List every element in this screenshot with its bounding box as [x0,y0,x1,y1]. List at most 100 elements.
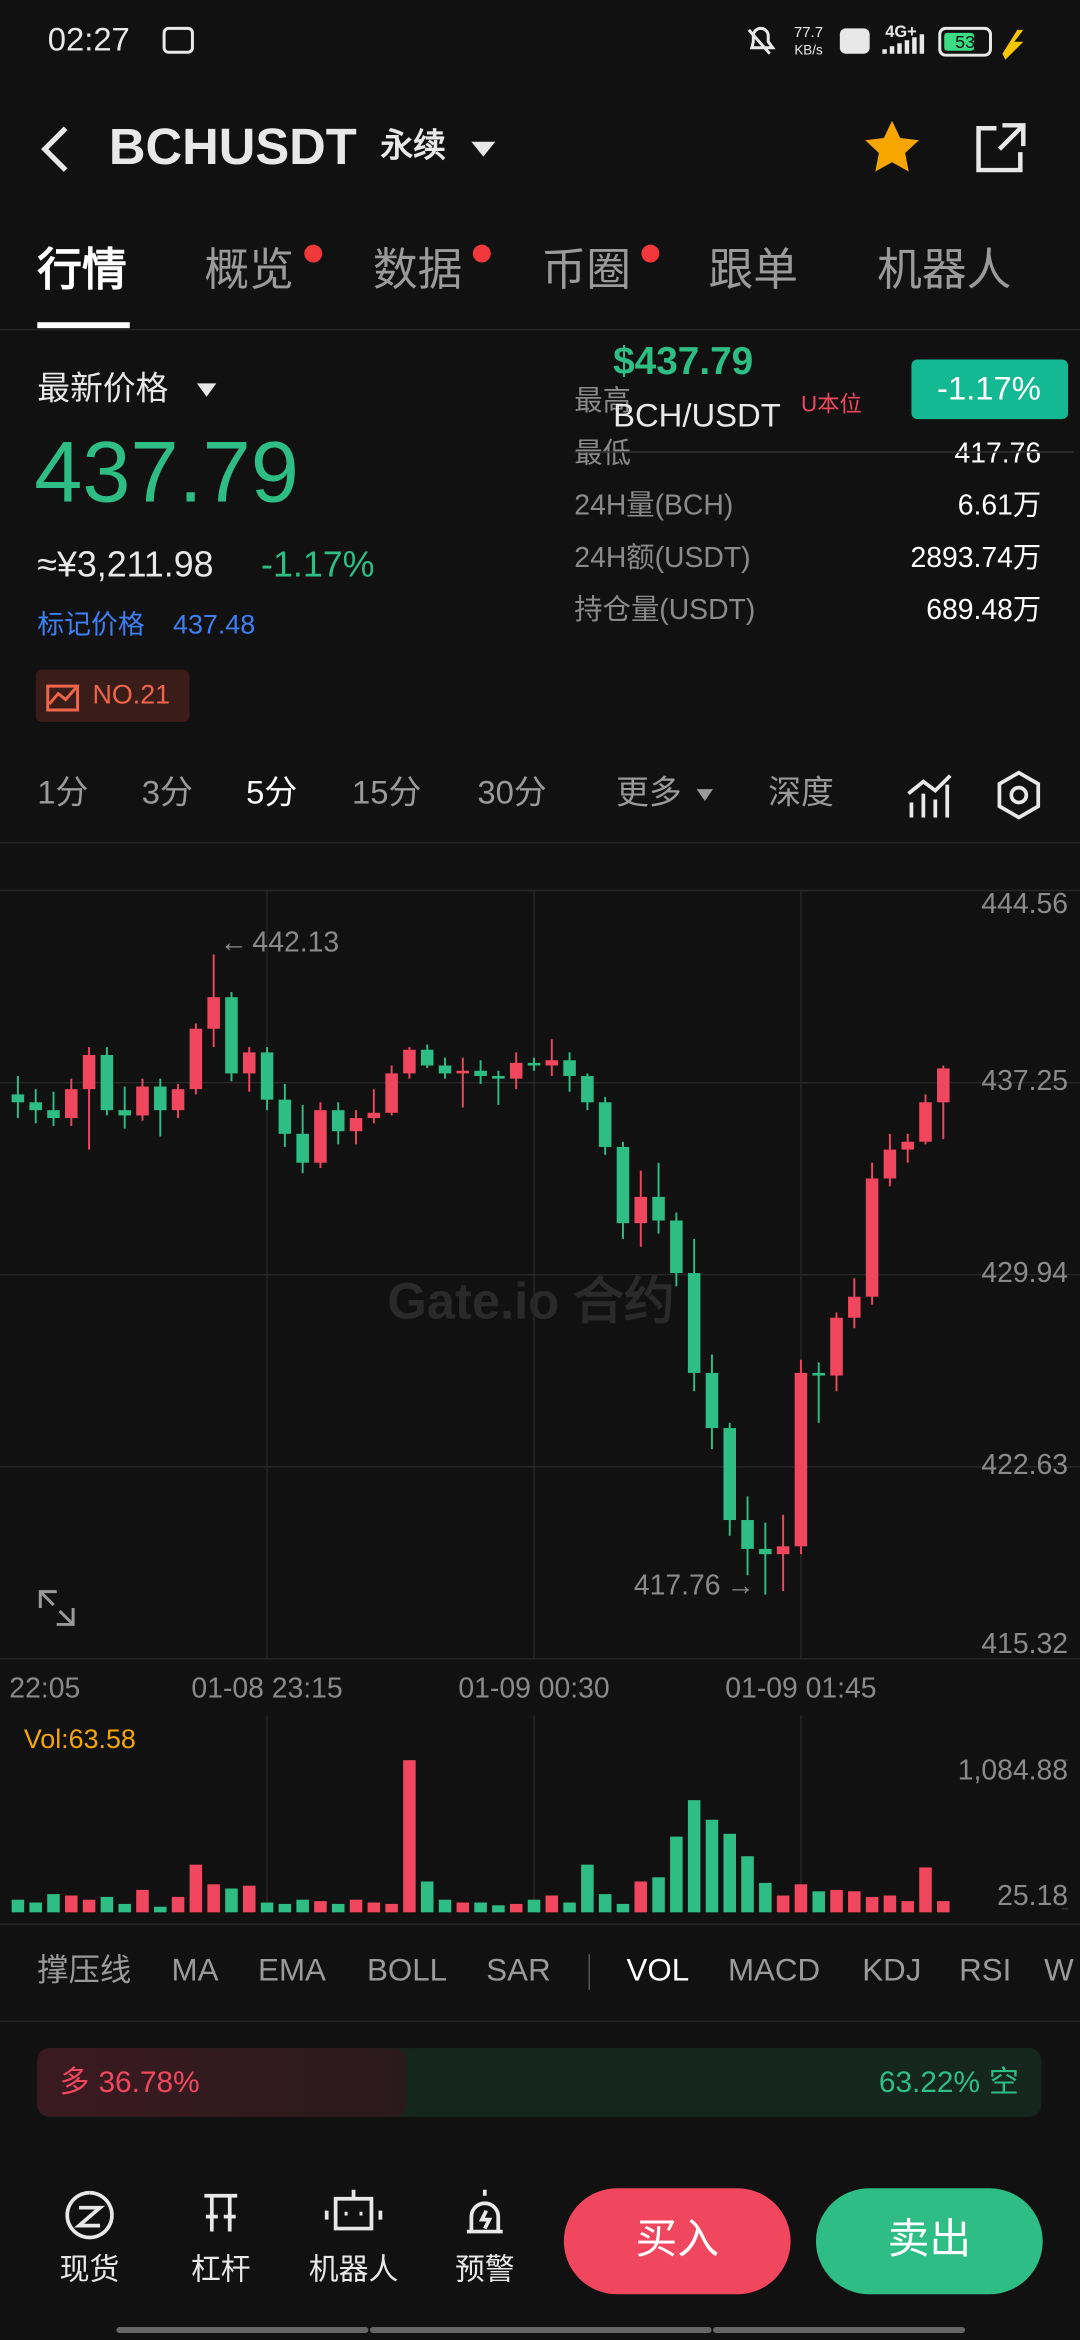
mute-icon [747,26,776,55]
volume-bar [118,1903,131,1913]
interval[interactable]: 30分 [477,774,546,811]
candle-body [47,1110,60,1119]
volume-bar [492,1905,505,1913]
candle-body [812,1372,825,1376]
volume-bar [331,1903,345,1913]
indicator-button[interactable] [907,774,952,818]
sell-button[interactable] [815,2188,1043,2295]
indicator[interactable]: MACD [728,1952,820,1987]
buy-button[interactable] [563,2188,791,2295]
candle-body [296,1133,309,1163]
nav-label[interactable]: 现货 [60,2254,120,2287]
tab[interactable]: 概览 [204,245,293,295]
tab-badge [641,244,660,263]
price-dropdown[interactable] [196,383,217,397]
tab[interactable]: 机器人 [877,245,1011,295]
rank-text: NO.21 [92,680,170,710]
interval[interactable]: 1分 [37,774,88,811]
interval[interactable]: 5分 [246,774,297,811]
short-share [406,2048,1042,2117]
fullscreen-button[interactable] [38,1590,75,1626]
candle-body [616,1146,630,1224]
indicator[interactable]: BOLL [367,1952,447,1987]
back-button[interactable] [41,126,68,172]
nav-label[interactable]: 预警 [455,2254,515,2287]
volume-bar [883,1895,897,1913]
settings-button[interactable] [997,770,1041,820]
hd-icon [839,28,870,54]
price-label[interactable]: 最新价格 [37,369,168,406]
favorite-star[interactable] [865,120,919,172]
x-tick-label: 22:05 [9,1673,80,1705]
volume-bar [563,1902,576,1913]
nav-label[interactable]: 杠杆 [191,2254,251,2287]
low-annotation: 417.76 [634,1570,721,1602]
candle-body [29,1102,42,1111]
tab-badge [472,244,491,263]
indicator[interactable]: 撑压线 [37,1952,131,1987]
share-button[interactable] [976,123,1026,173]
more-dropdown[interactable] [696,789,714,802]
indicator[interactable]: W [1044,1952,1074,1987]
interval[interactable]: 深度 [768,774,834,811]
volume-tick-label: 1,084.88 [958,1755,1068,1787]
stat-value: 2893.74万 [910,542,1041,574]
short-value: 63.22% [879,2066,980,2099]
candle-body [705,1372,719,1429]
symbol: BCHUSDT [109,118,357,175]
candle-body [723,1428,737,1521]
candle-body [385,1073,398,1113]
tab[interactable]: 币圈 [541,245,631,295]
tab[interactable]: 行情 [37,245,127,295]
candle-body [403,1049,416,1074]
indicator[interactable]: SAR [486,1952,550,1987]
volume-tick-label: 25.18 [997,1880,1068,1912]
volume-bar [349,1899,363,1913]
indicator[interactable]: EMA [258,1952,326,1987]
symbol-dropdown[interactable] [471,141,496,157]
candle-body [848,1296,861,1318]
nav-icon[interactable] [324,2189,383,2231]
candle-body [687,1273,701,1373]
volume-bar [154,1906,167,1913]
stat-value: 6.61万 [958,490,1041,522]
stat-value: 417.76 [955,437,1042,469]
volume-bar [705,1819,719,1913]
tab-underline [37,322,130,329]
contract-type[interactable]: 永续 [380,126,446,163]
volume-bar [919,1867,932,1913]
y-tick-label: 437.25 [981,1065,1068,1097]
mail-icon [162,26,194,54]
candle-body [759,1548,772,1555]
volume-bar [474,1902,487,1913]
volume-bar [367,1902,381,1913]
battery-text: 53 [955,32,975,52]
net-unit: KB/s [794,42,823,57]
nav-icon[interactable] [65,2190,114,2240]
indicator[interactable]: VOL [627,1952,690,1987]
indicator[interactable]: MA [172,1952,219,1987]
y-tick-label: 422.63 [981,1449,1068,1481]
candle-body [545,1060,559,1066]
interval[interactable]: 3分 [142,774,193,811]
candle-body [509,1062,523,1079]
tab[interactable]: 跟单 [709,245,799,295]
candle-body [278,1099,292,1134]
candle-body [937,1068,950,1103]
interval[interactable]: 更多 [616,774,682,811]
indicator[interactable]: KDJ [862,1952,921,1987]
interval[interactable]: 15分 [352,774,421,811]
volume-bar [225,1888,238,1913]
y-tick-label: 444.56 [981,888,1068,920]
nav-icon[interactable] [466,2189,503,2234]
nav-icon[interactable] [204,2193,238,2232]
tab[interactable]: 数据 [373,245,463,295]
nav-label[interactable]: 机器人 [309,2254,398,2287]
high-arrow: ← [220,926,248,958]
volume-label: Vol:63.58 [24,1724,136,1754]
indicator[interactable]: RSI [959,1952,1011,1987]
sell-label[interactable]: 卖出 [888,2215,972,2262]
buy-label[interactable]: 买入 [635,2215,719,2262]
